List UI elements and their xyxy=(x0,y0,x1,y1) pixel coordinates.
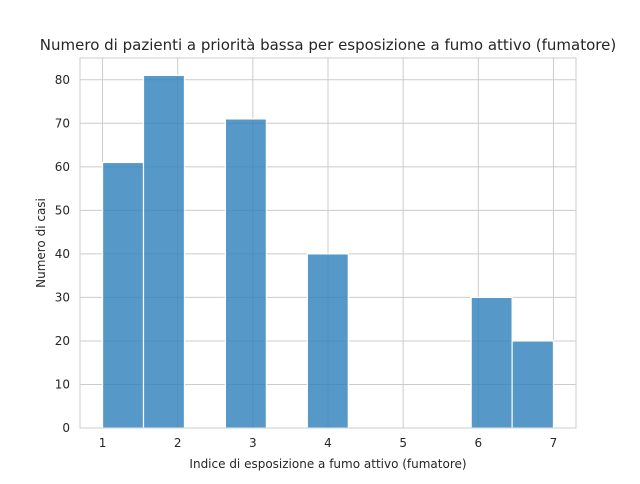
x-tick-label-7: 7 xyxy=(550,436,558,450)
histogram-bar-10 xyxy=(470,296,513,429)
histogram-bar-6 xyxy=(306,253,349,429)
histogram-bar-11 xyxy=(511,340,555,429)
x-axis-label: Indice di esposizione a fumo attivo (fum… xyxy=(189,457,466,471)
histogram-bar-2 xyxy=(142,74,186,429)
y-tick-label-80: 80 xyxy=(55,73,70,87)
y-tick-label-40: 40 xyxy=(55,247,70,261)
histogram-bar-4 xyxy=(224,118,267,429)
x-tick-label-2: 2 xyxy=(174,436,182,450)
chart-title: Numero di pazienti a priorità bassa per … xyxy=(40,36,616,54)
y-tick-label-60: 60 xyxy=(55,160,70,174)
y-tick-label-0: 0 xyxy=(62,421,70,435)
x-tick-label-3: 3 xyxy=(249,436,257,450)
bars xyxy=(79,57,577,429)
y-axis-label: Numero di casi xyxy=(34,198,48,288)
y-tick-label-20: 20 xyxy=(55,334,70,348)
y-tick-label-30: 30 xyxy=(55,290,70,304)
x-tick-label-4: 4 xyxy=(324,436,332,450)
x-tick-label-1: 1 xyxy=(99,436,107,450)
x-tick-label-5: 5 xyxy=(399,436,407,450)
y-tick-label-50: 50 xyxy=(55,203,70,217)
histogram-bar-1 xyxy=(101,161,145,429)
x-tick-label-6: 6 xyxy=(474,436,482,450)
tick-labels: 0 10 20 30 40 50 60 70 80 1 2 3 4 5 6 7 xyxy=(55,73,558,450)
y-tick-label-70: 70 xyxy=(55,116,70,130)
y-tick-label-10: 10 xyxy=(55,377,70,391)
plot-frame xyxy=(79,57,577,429)
